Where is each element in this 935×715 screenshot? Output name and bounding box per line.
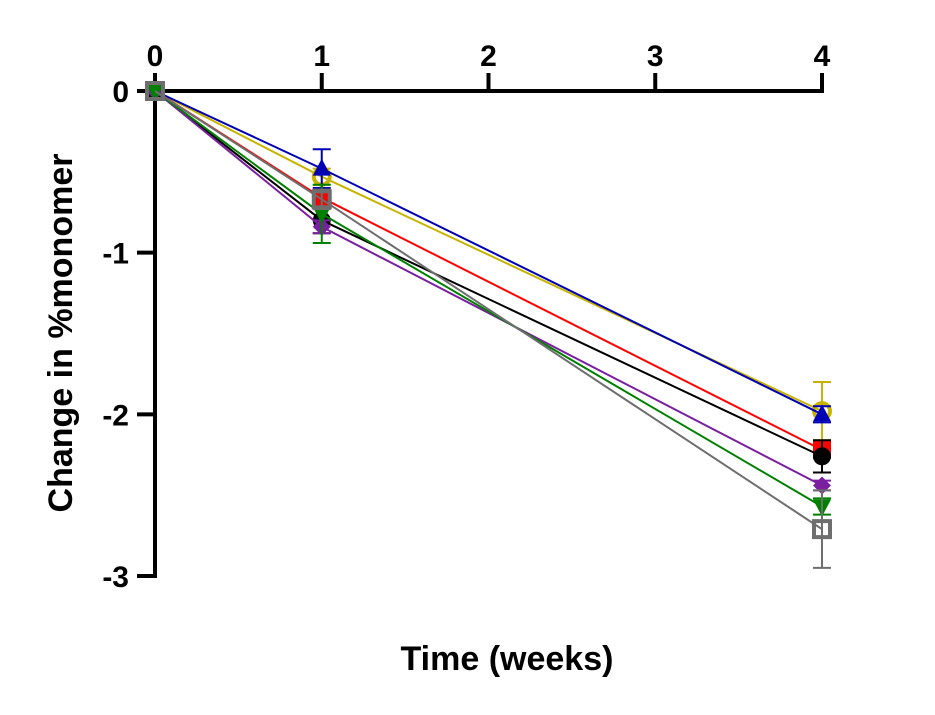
series-layer (145, 81, 832, 569)
series-line (154, 90, 823, 487)
series-5 (146, 82, 831, 495)
x-axis-title: Time (weeks) (401, 640, 614, 678)
series-6 (146, 84, 831, 517)
series-line (154, 90, 823, 530)
y-tick-label: 0 (112, 76, 129, 109)
data-point (813, 447, 831, 466)
series-2 (146, 81, 831, 424)
y-tick-label: -1 (102, 238, 129, 271)
x-tick-label: 1 (313, 40, 330, 73)
x-tick-label: 2 (480, 40, 497, 73)
series-line (154, 90, 823, 416)
series-4 (146, 82, 831, 474)
x-tick-label: 0 (147, 40, 164, 73)
data-point (146, 84, 164, 101)
axes: 0 1 2 3 4 0 -1 -2 -3 (102, 40, 830, 594)
data-point (311, 189, 332, 210)
x-tick-label: 4 (814, 40, 831, 73)
data-point (312, 206, 331, 224)
series-7 (145, 81, 832, 569)
y-tick-label: -3 (102, 561, 129, 594)
series-line (154, 90, 823, 451)
y-tick-label: -2 (102, 399, 129, 432)
data-point (813, 404, 831, 422)
series-line (154, 90, 823, 458)
x-tick-label: 3 (647, 40, 664, 73)
data-point (812, 519, 832, 540)
y-axis-title: Change in %monomer (42, 154, 80, 513)
data-point (145, 81, 165, 101)
series-1 (145, 81, 832, 442)
data-point (312, 158, 331, 176)
